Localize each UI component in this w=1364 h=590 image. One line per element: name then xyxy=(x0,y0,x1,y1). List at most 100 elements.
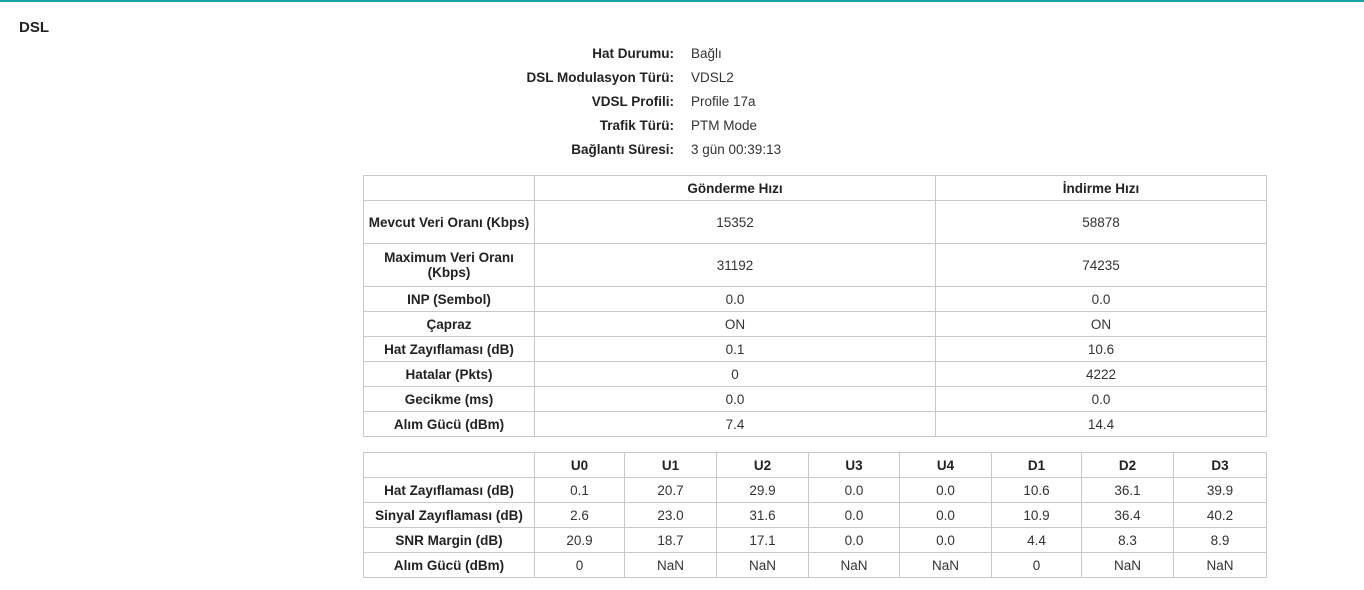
table-row: Maximum Veri Oranı (Kbps) 31192 74235 xyxy=(363,243,1267,287)
status-label: DSL Modulasyon Türü: xyxy=(526,69,675,85)
band-value: 4.4 xyxy=(991,527,1082,553)
table-row: Gecikme (ms) 0.0 0.0 xyxy=(363,386,1267,412)
upload-value: 7.4 xyxy=(534,411,936,437)
status-value: Profile 17a xyxy=(691,93,756,109)
band-value: 36.4 xyxy=(1081,502,1174,528)
download-value: 14.4 xyxy=(935,411,1267,437)
header-band-u2: U2 xyxy=(716,452,809,478)
table-row: Mevcut Veri Oranı (Kbps) 15352 58878 xyxy=(363,200,1267,244)
band-value: 18.7 xyxy=(624,527,717,553)
status-row-line-state: Hat Durumu: Bağlı xyxy=(360,41,820,65)
band-value: NaN xyxy=(1081,552,1174,578)
band-value: 0.0 xyxy=(899,477,992,503)
status-value: 3 gün 00:39:13 xyxy=(691,141,782,157)
upload-value: 31192 xyxy=(534,243,936,287)
header-download-rate: İndirme Hızı xyxy=(935,175,1267,201)
band-value: 31.6 xyxy=(716,502,809,528)
band-value: 0.0 xyxy=(899,502,992,528)
band-value: 0.1 xyxy=(534,477,625,503)
header-upload-rate: Gönderme Hızı xyxy=(534,175,936,201)
band-value: 39.9 xyxy=(1173,477,1267,503)
band-value: 0.0 xyxy=(808,502,900,528)
row-label: Hat Zayıflaması (dB) xyxy=(363,477,535,503)
header-band-u1: U1 xyxy=(624,452,717,478)
band-value: 17.1 xyxy=(716,527,809,553)
download-value: ON xyxy=(935,311,1267,337)
header-band-u4: U4 xyxy=(899,452,992,478)
row-label: Çapraz xyxy=(363,311,535,337)
rate-table: Gönderme Hızı İndirme Hızı Mevcut Veri O… xyxy=(363,175,1267,437)
upload-value: 0 xyxy=(534,361,936,387)
table-row: Sinyal Zayıflaması (dB) 2.6 23.0 31.6 0.… xyxy=(363,502,1267,528)
header-cell-empty xyxy=(363,452,535,478)
band-value: 0 xyxy=(534,552,625,578)
row-label: Hat Zayıflaması (dB) xyxy=(363,336,535,362)
band-value: 20.9 xyxy=(534,527,625,553)
band-value: NaN xyxy=(899,552,992,578)
table-row: Alım Gücü (dBm) 7.4 14.4 xyxy=(363,411,1267,437)
table-row: Çapraz ON ON xyxy=(363,311,1267,337)
download-value: 0.0 xyxy=(935,286,1267,312)
status-value: VDSL2 xyxy=(691,69,734,85)
band-value: 2.6 xyxy=(534,502,625,528)
row-label: Maximum Veri Oranı (Kbps) xyxy=(363,243,535,287)
band-value: 8.3 xyxy=(1081,527,1174,553)
band-table: U0 U1 U2 U3 U4 D1 D2 D3 Hat Zayıflaması … xyxy=(363,452,1267,578)
status-label: Hat Durumu: xyxy=(592,45,674,61)
band-value: 0.0 xyxy=(899,527,992,553)
band-value: NaN xyxy=(624,552,717,578)
status-label: Trafik Türü: xyxy=(599,117,674,133)
download-value: 74235 xyxy=(935,243,1267,287)
status-label: Bağlantı Süresi: xyxy=(571,141,674,157)
section-title: DSL xyxy=(19,19,49,36)
row-label: INP (Sembol) xyxy=(363,286,535,312)
row-label: Mevcut Veri Oranı (Kbps) xyxy=(363,200,535,244)
band-value: 20.7 xyxy=(624,477,717,503)
band-value: 0.0 xyxy=(808,477,900,503)
row-label: Alım Gücü (dBm) xyxy=(363,411,535,437)
header-band-u0: U0 xyxy=(534,452,625,478)
connection-status-panel: Hat Durumu: Bağlı DSL Modulasyon Türü: V… xyxy=(360,41,820,161)
row-label: Alım Gücü (dBm) xyxy=(363,552,535,578)
band-value: 23.0 xyxy=(624,502,717,528)
download-value: 58878 xyxy=(935,200,1267,244)
status-value: Bağlı xyxy=(691,45,722,61)
band-value: 10.9 xyxy=(991,502,1082,528)
download-value: 4222 xyxy=(935,361,1267,387)
band-value: 0.0 xyxy=(808,527,900,553)
band-value: 36.1 xyxy=(1081,477,1174,503)
header-band-u3: U3 xyxy=(808,452,900,478)
header-band-d3: D3 xyxy=(1173,452,1267,478)
header-cell-empty xyxy=(363,175,535,201)
band-value: 8.9 xyxy=(1173,527,1267,553)
upload-value: 0.1 xyxy=(534,336,936,362)
status-label: VDSL Profili: xyxy=(591,93,674,109)
table-row: Hat Zayıflaması (dB) 0.1 10.6 xyxy=(363,336,1267,362)
upload-value: ON xyxy=(534,311,936,337)
status-row-modulation: DSL Modulasyon Türü: VDSL2 xyxy=(360,65,820,89)
download-value: 0.0 xyxy=(935,386,1267,412)
row-label: SNR Margin (dB) xyxy=(363,527,535,553)
header-band-d2: D2 xyxy=(1081,452,1174,478)
table-row: Hatalar (Pkts) 0 4222 xyxy=(363,361,1267,387)
row-label: Sinyal Zayıflaması (dB) xyxy=(363,502,535,528)
status-row-traffic-type: Trafik Türü: PTM Mode xyxy=(360,113,820,137)
status-row-profile: VDSL Profili: Profile 17a xyxy=(360,89,820,113)
band-value: 10.6 xyxy=(991,477,1082,503)
row-label: Gecikme (ms) xyxy=(363,386,535,412)
upload-value: 0.0 xyxy=(534,386,936,412)
top-accent-rule xyxy=(0,0,1364,2)
header-band-d1: D1 xyxy=(991,452,1082,478)
band-value: 0 xyxy=(991,552,1082,578)
table-row: INP (Sembol) 0.0 0.0 xyxy=(363,286,1267,312)
row-label: Hatalar (Pkts) xyxy=(363,361,535,387)
download-value: 10.6 xyxy=(935,336,1267,362)
band-value: NaN xyxy=(1173,552,1267,578)
upload-value: 15352 xyxy=(534,200,936,244)
table-header-row: Gönderme Hızı İndirme Hızı xyxy=(363,175,1267,201)
band-value: 29.9 xyxy=(716,477,809,503)
table-row: Hat Zayıflaması (dB) 0.1 20.7 29.9 0.0 0… xyxy=(363,477,1267,503)
table-row: Alım Gücü (dBm) 0 NaN NaN NaN NaN 0 NaN … xyxy=(363,552,1267,578)
upload-value: 0.0 xyxy=(534,286,936,312)
band-value: 40.2 xyxy=(1173,502,1267,528)
